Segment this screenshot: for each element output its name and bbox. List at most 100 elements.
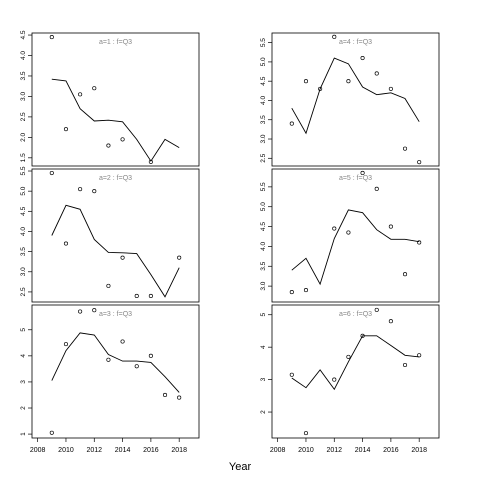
data-point <box>63 241 69 246</box>
data-point <box>388 224 393 229</box>
x-tick-label: 2018 <box>171 447 187 454</box>
panels: a=1 : f=Q31.52.02.53.03.54.04.5a=4 : f=Q… <box>20 30 440 454</box>
series-line <box>291 57 420 135</box>
data-point <box>92 86 97 91</box>
data-point <box>134 364 139 369</box>
x-tick-label: 2008 <box>30 447 46 454</box>
data-point <box>78 309 83 314</box>
y-tick-label: 3.0 <box>260 134 267 143</box>
panel-frame <box>31 32 200 167</box>
panel-frame <box>31 168 200 303</box>
y-tick-label: 5.0 <box>260 57 267 66</box>
data-point <box>78 92 83 97</box>
data-point <box>289 290 294 295</box>
y-tick-label: 3 <box>260 377 267 381</box>
panel-frame <box>271 32 440 167</box>
panel-2: a=4 : f=Q3 2.5 3.0 3.5 4.0 4.5 5.0 5.5 <box>260 32 440 167</box>
y-tick-label: 2 <box>260 410 267 414</box>
data-point <box>92 189 97 194</box>
x-tick-label: 2016 <box>383 447 399 454</box>
y-tick-label: 4.0 <box>260 242 267 251</box>
panel-frame <box>31 304 200 439</box>
data-point <box>332 226 337 231</box>
y-tick-label: 3.5 <box>20 71 27 80</box>
panel-3: a=2 : f=Q3 2.5 3.0 3.5 4.0 4.5 5.0 5.5 <box>20 166 200 303</box>
y-tick-label: 5.0 <box>260 202 267 211</box>
panel-title: a=1 : f=Q3 <box>99 39 132 46</box>
y-tick-label: 2 <box>20 406 27 410</box>
y-tick-label: 3.5 <box>20 247 27 256</box>
x-tick-label: 2010 <box>58 447 74 454</box>
data-point <box>49 430 54 435</box>
x-tick-label: 2014 <box>355 447 371 454</box>
y-tick-label: 5.5 <box>260 38 267 47</box>
y-tick-label: 4 <box>20 354 27 358</box>
data-point <box>289 372 294 377</box>
y-tick-label: 4.0 <box>260 96 267 105</box>
data-point <box>374 186 379 191</box>
y-tick-label: 4.5 <box>260 222 267 231</box>
data-point <box>360 56 365 61</box>
data-point <box>148 159 153 164</box>
y-tick-label: 5.0 <box>20 186 27 195</box>
shared-x-axis-label: Year <box>229 461 252 473</box>
data-point <box>106 357 111 362</box>
data-point <box>318 86 323 91</box>
x-tick-label: 2016 <box>143 447 159 454</box>
data-point <box>346 230 351 235</box>
y-tick-label: 4.5 <box>260 76 267 85</box>
data-point <box>120 137 125 142</box>
data-point <box>63 342 69 347</box>
y-tick-label: 2.5 <box>260 153 267 162</box>
data-point <box>346 79 351 84</box>
data-point <box>402 362 408 368</box>
y-tick-label: 3.5 <box>260 261 267 270</box>
data-point <box>177 255 182 260</box>
data-point <box>92 308 97 313</box>
data-point <box>332 34 337 39</box>
y-tick-label: 3.5 <box>260 115 267 124</box>
y-tick-label: 5.5 <box>20 166 27 175</box>
data-point <box>303 431 309 436</box>
data-point <box>402 272 408 277</box>
data-point <box>417 160 422 165</box>
panel-title: a=2 : f=Q3 <box>99 175 132 182</box>
y-tick-label: 3 <box>20 380 27 384</box>
x-tick-label: 2012 <box>86 447 102 454</box>
y-tick-label: 4 <box>260 345 267 349</box>
y-tick-label: 4.0 <box>20 51 27 60</box>
series-line <box>291 335 420 391</box>
y-tick-label: 2.5 <box>20 112 27 121</box>
x-tick-label: 2014 <box>115 447 131 454</box>
series-line <box>51 78 180 162</box>
panel-title: a=4 : f=Q3 <box>339 39 372 46</box>
data-point <box>303 288 309 293</box>
data-point <box>402 146 408 151</box>
data-point <box>120 255 125 260</box>
data-point <box>120 339 125 344</box>
panel-frame <box>271 168 440 303</box>
data-point <box>388 86 393 91</box>
data-point <box>303 79 309 84</box>
data-point <box>388 319 393 324</box>
panel-title: a=5 : f=Q3 <box>339 175 372 182</box>
series-line <box>51 204 180 298</box>
y-tick-label: 3.0 <box>20 92 27 101</box>
y-tick-label: 5.5 <box>260 182 267 191</box>
y-tick-label: 4.5 <box>20 206 27 215</box>
panel-6: a=6 : f=Q3 2 3 4 5 2008 2010 2012 2014 2016 2018 <box>260 304 440 454</box>
data-point <box>63 127 69 132</box>
x-tick-label: 2008 <box>270 447 286 454</box>
panel-frame <box>271 304 440 439</box>
y-tick-label: 1 <box>20 432 27 436</box>
x-tick-label: 2018 <box>411 447 427 454</box>
y-tick-label: 3.0 <box>20 267 27 276</box>
data-point <box>374 307 379 312</box>
y-tick-label: 4.5 <box>20 30 27 39</box>
series-line <box>291 209 420 286</box>
y-tick-label: 5 <box>260 313 267 317</box>
data-point <box>148 293 153 299</box>
series-line <box>51 332 180 393</box>
